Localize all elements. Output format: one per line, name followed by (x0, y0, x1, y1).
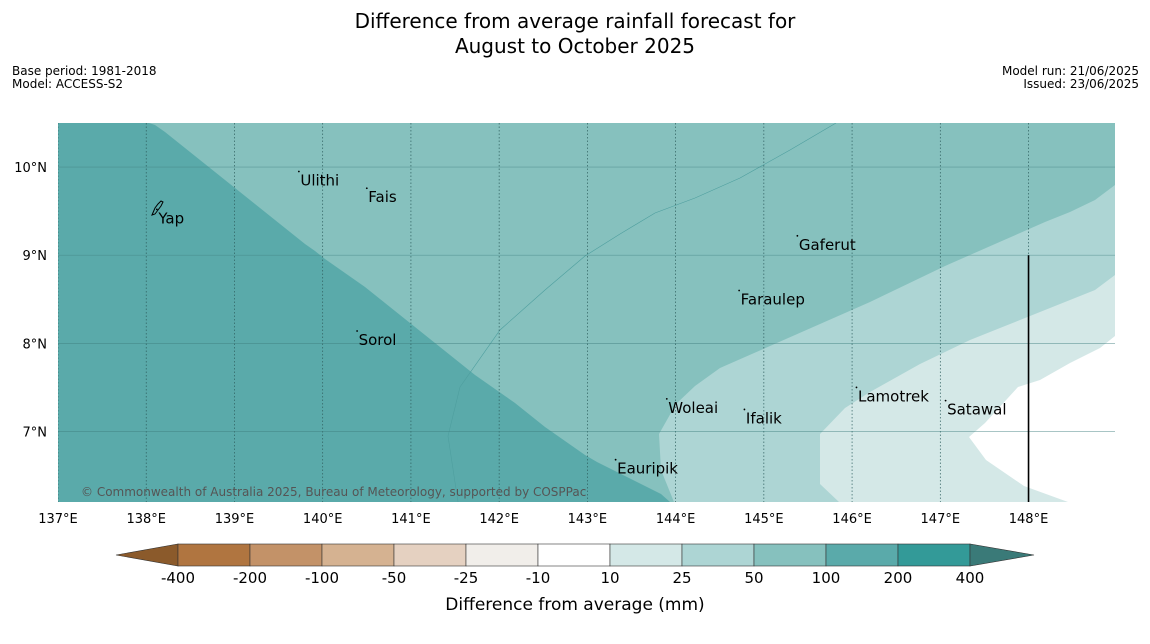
lon-label-11: 148°E (1009, 512, 1049, 527)
model-run-text: Model run: 21/06/2025 (1001, 64, 1139, 78)
colorbar-box-6 (609, 543, 683, 567)
colorbar-tick-7: 25 (672, 569, 691, 587)
yap-island-outline (151, 200, 164, 216)
colorbar: -400 -200 -100 -50 -25 -10 10 25 50 100 200 400 (115, 543, 1035, 587)
colorbar-box-10 (897, 543, 971, 567)
place-marker-1 (365, 187, 368, 190)
place-marker-7 (665, 397, 668, 400)
colorbar-tick-2: -100 (305, 569, 339, 587)
place-label-3: Gaferut (799, 236, 856, 254)
place-marker-4 (738, 289, 741, 292)
map-title: Difference from average rainfall forecas… (0, 9, 1150, 59)
issued-text: Issued: 23/06/2025 (1023, 77, 1139, 91)
zone-neutral (969, 336, 1115, 502)
lat-label-2: 8°N (23, 337, 48, 352)
model-text: Model: ACCESS-S2 (12, 77, 124, 91)
latitude-gridlines (58, 166, 1115, 432)
colorbar-tick-8: 50 (744, 569, 763, 587)
place-labels: Ulithi Fais Yap Gaferut Faraulep Sorol Lamotre… (155, 170, 1007, 478)
place-label-9: Satawal (947, 401, 1006, 419)
lon-label-5: 142°E (479, 512, 519, 527)
place-label-4: Faraulep (741, 290, 805, 308)
colorbar-tick-6: 10 (600, 569, 619, 587)
lon-label-0: 137°E (38, 512, 78, 527)
colorbar-title: Difference from average (mm) (445, 595, 704, 615)
lon-label-7: 144°E (656, 512, 696, 527)
dark-zone-boundary (447, 123, 837, 502)
lat-label-0: 10°N (14, 161, 47, 176)
longitude-labels: 137°E 138°E 139°E 140°E 141°E 142°E 143°E 144°E… (38, 512, 1048, 527)
colorbar-box-4 (465, 543, 539, 567)
lon-label-1: 138°E (126, 512, 166, 527)
title-line-1: Difference from average rainfall forecas… (354, 9, 796, 33)
place-label-1: Fais (368, 188, 397, 206)
colorbar-box-2 (321, 543, 395, 567)
map-area: Ulithi Fais Yap Gaferut Faraulep Sorol Lamotre… (58, 123, 1115, 502)
place-marker-2 (155, 208, 158, 211)
place-label-8: Ifalik (746, 409, 782, 427)
colorbar-tick-10: 200 (884, 569, 913, 587)
place-label-5: Sorol (359, 331, 397, 349)
lon-label-9: 146°E (832, 512, 872, 527)
colorbar-box-3 (393, 543, 467, 567)
place-marker-9 (944, 399, 947, 402)
base-period-text: Base period: 1981-2018 (12, 64, 157, 78)
colorbar-tick-4: -25 (454, 569, 479, 587)
lon-label-10: 147°E (921, 512, 961, 527)
place-marker-10 (614, 458, 617, 461)
place-label-0: Ulithi (300, 171, 339, 189)
meta-right: Model run: 21/06/2025 Issued: 23/06/2025 (1002, 65, 1139, 91)
lon-label-3: 140°E (303, 512, 343, 527)
colorbar-tick-9: 100 (812, 569, 841, 587)
colorbar-box-1 (249, 543, 323, 567)
place-label-2: Yap (157, 209, 184, 227)
place-marker-3 (796, 234, 799, 237)
colorbar-box-5 (537, 543, 611, 567)
lat-label-3: 7°N (23, 425, 48, 440)
place-marker-8 (743, 408, 746, 411)
latitude-labels: 10°N 9°N 8°N 7°N (14, 161, 47, 440)
lon-label-4: 141°E (391, 512, 431, 527)
place-marker-6 (855, 386, 858, 389)
colorbar-tick-1: -200 (233, 569, 267, 587)
colorbar-tick-5: -10 (526, 569, 551, 587)
lon-label-6: 143°E (568, 512, 608, 527)
colorbar-box-9 (825, 543, 899, 567)
title-line-2: August to October 2025 (454, 34, 696, 58)
meta-left: Base period: 1981-2018 Model: ACCESS-S2 (12, 65, 157, 91)
place-label-6: Lamotrek (858, 387, 929, 405)
colorbar-box-0 (177, 543, 251, 567)
place-marker-0 (297, 170, 300, 173)
place-marker-5 (356, 330, 359, 332)
copyright-text: © Commonwealth of Australia 2025, Bureau… (81, 485, 586, 499)
colorbar-box-8 (753, 543, 827, 567)
lon-label-2: 139°E (215, 512, 255, 527)
colorbar-tick-11: 400 (956, 569, 985, 587)
colorbar-extend-low (115, 543, 179, 567)
place-label-7: Woleai (668, 399, 718, 417)
lat-label-1: 9°N (23, 249, 48, 264)
colorbar-tick-0: -400 (161, 569, 195, 587)
colorbar-extend-high (969, 543, 1035, 567)
lon-label-8: 145°E (744, 512, 784, 527)
place-label-10: Eauripik (617, 460, 678, 478)
colorbar-tick-3: -50 (382, 569, 407, 587)
colorbar-box-7 (681, 543, 755, 567)
